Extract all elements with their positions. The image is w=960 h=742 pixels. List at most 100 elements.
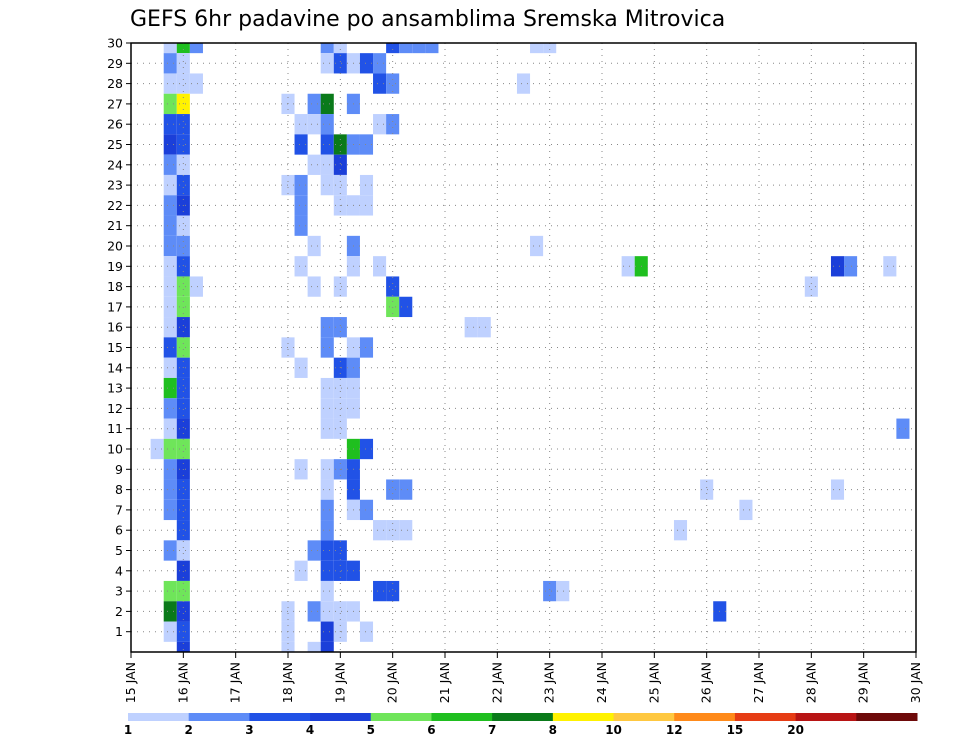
y-tick-label: 6 (115, 523, 123, 538)
heatmap-cell (386, 296, 400, 318)
heatmap-cell (163, 276, 177, 297)
y-tick-label: 16 (107, 320, 123, 335)
x-tick-label: 30 JAN (908, 662, 923, 703)
heatmap-cell (294, 195, 308, 216)
heatmap-cell (163, 377, 177, 399)
legend-swatch (370, 713, 432, 721)
heatmap-cell (294, 459, 308, 480)
heatmap-cell (333, 53, 347, 74)
heatmap-cell (163, 601, 177, 622)
y-axis: 1234567891011121314151617181920212223242… (107, 36, 131, 639)
legend-label: 1 (124, 723, 132, 737)
heatmap-cell (189, 73, 203, 94)
y-tick-label: 25 (107, 137, 123, 152)
color-legend: 1 2 3 4 5 6 7 8 10 12 15 20 (124, 713, 918, 737)
heatmap-cell (320, 53, 334, 74)
heatmap-cell (176, 296, 190, 318)
heatmap-cell (883, 256, 897, 277)
heatmap-cell (700, 479, 714, 500)
heatmap-cell (543, 43, 557, 54)
x-tick-label: 23 JAN (542, 662, 557, 703)
heatmap-cell (320, 621, 334, 642)
heatmap-cell (333, 154, 347, 175)
heatmap-cell (176, 479, 190, 500)
heatmap-cell (320, 174, 334, 196)
heatmap-cell (320, 418, 334, 439)
x-tick-label: 19 JAN (332, 662, 347, 703)
heatmap-cell (176, 499, 190, 521)
y-tick-label: 24 (107, 157, 123, 172)
heatmap-cell (333, 540, 347, 561)
heatmap-cell (163, 418, 177, 439)
heatmap-cell (163, 134, 177, 155)
y-tick-label: 15 (107, 340, 123, 355)
y-tick-label: 4 (115, 563, 123, 578)
y-tick-label: 2 (115, 604, 123, 619)
heatmap-cell (373, 580, 387, 602)
heatmap-cell (333, 317, 347, 338)
y-tick-label: 9 (115, 462, 123, 477)
heatmap-cell (176, 73, 190, 94)
heatmap-cell (163, 296, 177, 318)
heatmap-cell (333, 398, 347, 419)
heatmap-cell (307, 641, 321, 652)
y-tick-label: 7 (115, 502, 123, 517)
legend-label: 12 (666, 723, 683, 737)
y-tick-label: 8 (115, 482, 123, 497)
y-tick-label: 22 (107, 198, 123, 213)
heatmap-cell (307, 114, 321, 135)
heatmap-cell (163, 43, 177, 54)
heatmap-cell (176, 337, 190, 358)
heatmap-cell (359, 195, 374, 216)
heatmap-cell (294, 560, 308, 581)
x-tick-label: 20 JAN (385, 662, 400, 703)
y-tick-label: 20 (107, 239, 123, 254)
legend-label: 6 (427, 723, 435, 737)
x-tick-label: 27 JAN (751, 662, 766, 703)
heatmap-cell (320, 540, 334, 561)
y-tick-label: 12 (107, 401, 123, 416)
heatmap-cell (176, 114, 190, 135)
heatmap-cell (294, 357, 308, 378)
heatmap-cell (333, 377, 347, 399)
heatmap-cell (176, 377, 190, 399)
heatmap-cell (399, 520, 413, 541)
heatmap-cell (163, 317, 177, 338)
heatmap-cell (359, 53, 374, 74)
heatmap-cell (163, 114, 177, 135)
legend-swatch (188, 713, 250, 721)
heatmap-cell (320, 398, 334, 419)
heatmap-cell (320, 580, 334, 602)
x-tick-label: 29 JAN (856, 662, 871, 703)
heatmap-cell (739, 499, 753, 521)
heatmap-cell (373, 520, 387, 541)
heatmap-cell (399, 296, 413, 318)
heatmap-cell (386, 73, 400, 94)
heatmap-cell (320, 337, 334, 358)
heatmap-cell (359, 621, 374, 642)
y-tick-label: 23 (107, 178, 123, 193)
heatmap-cell (320, 641, 334, 652)
x-tick-label: 28 JAN (803, 662, 818, 703)
x-axis: 15 JAN 16 JAN 17 JAN 18 JAN 19 JAN 20 JAN 21 J… (123, 652, 923, 703)
heatmap-cell (163, 53, 177, 74)
heatmap-cell (333, 418, 347, 439)
legend-swatch (249, 713, 311, 721)
heatmap-cell (307, 276, 321, 297)
legend-swatch (856, 713, 918, 721)
y-tick-label: 27 (107, 96, 123, 111)
heatmap-cell (176, 560, 190, 581)
heatmap-cell (830, 479, 845, 500)
heatmap-cell (281, 641, 295, 652)
heatmap-cell (176, 43, 190, 54)
x-tick-label: 15 JAN (123, 662, 138, 703)
y-tick-label: 18 (107, 279, 123, 294)
legend-label: 15 (727, 723, 744, 737)
heatmap-cell (804, 276, 818, 297)
y-tick-label: 5 (115, 543, 123, 558)
heatmap-cell (163, 499, 177, 521)
heatmap-cell (176, 154, 190, 175)
plot-frame (130, 42, 917, 653)
heatmap-cell (176, 398, 190, 419)
